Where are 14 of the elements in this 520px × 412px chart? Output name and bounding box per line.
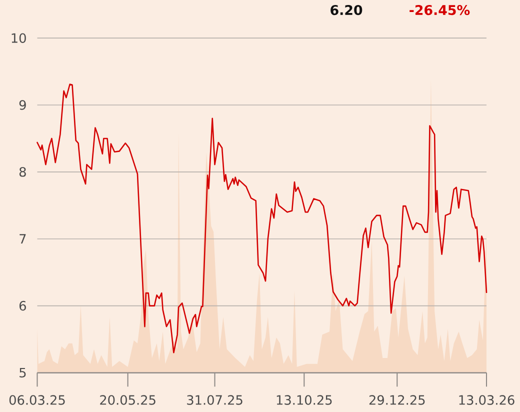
y-tick-label: 7 — [20, 234, 26, 244]
x-tick-label: 31.07.25 — [187, 394, 242, 405]
x-tick-label: 13.10.25 — [276, 394, 332, 405]
y-tick-label: 10 — [12, 32, 26, 43]
y-tick-label: 6 — [19, 300, 26, 310]
y-tick-label: 8 — [19, 166, 26, 177]
x-tick-label: 06.03.25 — [9, 394, 65, 405]
text: -26.45% — [410, 4, 470, 15]
y-tick-label: 9 — [19, 100, 26, 110]
x-tick-label: 13.03.26 — [459, 394, 514, 405]
y-tick-label: 5 — [20, 368, 26, 378]
x-tick-label: 20.05.25 — [100, 394, 156, 405]
text: 6.20 — [330, 4, 362, 15]
x-tick-label: 29.12.25 — [369, 394, 425, 405]
